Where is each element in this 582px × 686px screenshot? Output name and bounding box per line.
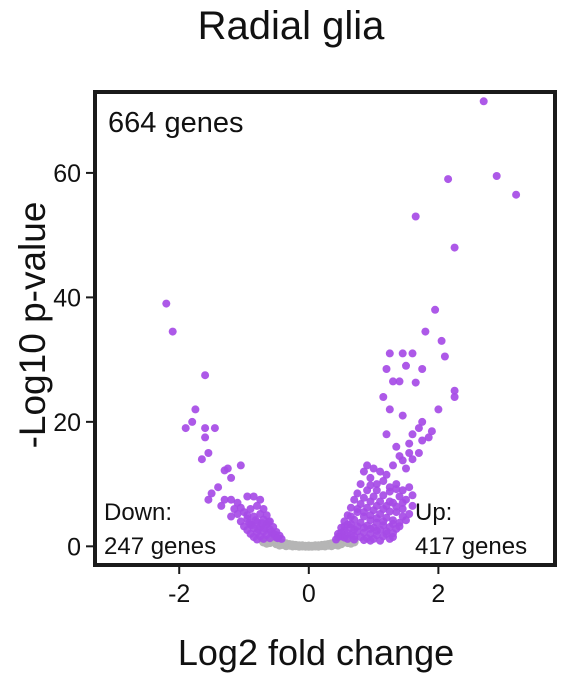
gene-point-up bbox=[392, 443, 400, 451]
gene-point-up bbox=[425, 433, 433, 441]
gene-point-up bbox=[399, 349, 407, 357]
gene-point-not-significant bbox=[314, 542, 323, 551]
gene-point-up bbox=[399, 412, 407, 420]
gene-point-up bbox=[421, 328, 429, 336]
gene-point-up bbox=[441, 353, 449, 361]
gene-point-up bbox=[383, 530, 391, 538]
gene-point-down bbox=[201, 371, 209, 379]
gene-point-up bbox=[389, 461, 397, 469]
gene-point-up bbox=[409, 455, 417, 463]
up-label: Up: bbox=[415, 499, 452, 526]
gene-point-up bbox=[383, 430, 391, 438]
gene-point-up bbox=[412, 213, 420, 221]
gene-point-down bbox=[243, 511, 251, 519]
gene-point-up bbox=[353, 505, 361, 513]
gene-point-up bbox=[409, 430, 417, 438]
gene-point-up bbox=[438, 337, 446, 345]
gene-point-up bbox=[405, 440, 413, 448]
gene-point-up bbox=[409, 349, 417, 357]
gene-point-up bbox=[399, 456, 407, 464]
gene-point-down bbox=[237, 461, 245, 469]
gene-point-down bbox=[182, 424, 190, 432]
gene-point-up bbox=[493, 172, 501, 180]
gene-point-up bbox=[386, 405, 394, 413]
gene-point-down bbox=[201, 433, 209, 441]
x-tick-label: -2 bbox=[168, 580, 190, 608]
gene-point-down bbox=[230, 505, 238, 513]
gene-point-up bbox=[383, 365, 391, 373]
gene-point-up bbox=[434, 405, 442, 413]
gene-point-up bbox=[379, 477, 387, 485]
gene-point-up bbox=[399, 513, 407, 521]
gene-point-up bbox=[412, 379, 420, 387]
y-tick-label: 60 bbox=[53, 160, 81, 188]
gene-point-up bbox=[373, 486, 381, 494]
gene-point-up bbox=[512, 191, 520, 199]
x-tick-label: 0 bbox=[302, 580, 316, 608]
gene-point-up bbox=[389, 520, 397, 528]
gene-point-up bbox=[376, 537, 384, 545]
gene-point-down bbox=[227, 513, 235, 521]
y-tick-label: 40 bbox=[53, 284, 81, 312]
gene-point-up bbox=[392, 485, 400, 493]
gene-point-down bbox=[211, 424, 219, 432]
gene-point-down bbox=[274, 534, 282, 542]
gene-point-down bbox=[217, 502, 225, 510]
gene-point-up bbox=[347, 513, 355, 521]
x-tick-label: 2 bbox=[431, 580, 445, 608]
gene-point-down bbox=[221, 466, 229, 474]
gene-point-up bbox=[451, 244, 459, 252]
gene-point-up bbox=[350, 536, 358, 544]
y-tick-label: 0 bbox=[67, 533, 81, 561]
gene-point-up bbox=[366, 537, 374, 545]
gene-point-up bbox=[402, 465, 410, 473]
gene-point-down bbox=[204, 449, 212, 457]
down-label: Down: bbox=[104, 499, 172, 526]
gene-point-down bbox=[204, 496, 212, 504]
gene-point-up bbox=[332, 536, 340, 544]
total-genes-annotation: 664 genes bbox=[108, 107, 243, 139]
gene-point-up bbox=[415, 424, 423, 432]
plot-frame bbox=[95, 92, 555, 565]
gene-point-down bbox=[162, 300, 170, 308]
gene-point-up bbox=[402, 362, 410, 370]
gene-point-down bbox=[188, 418, 196, 426]
gene-point-up bbox=[418, 365, 426, 373]
gene-point-not-significant bbox=[295, 542, 304, 551]
gene-point-up bbox=[386, 498, 394, 506]
gene-point-down bbox=[198, 455, 206, 463]
gene-point-up bbox=[389, 377, 397, 385]
gene-point-down bbox=[227, 474, 235, 482]
up-count: 417 genes bbox=[415, 533, 527, 560]
gene-point-up bbox=[444, 175, 452, 183]
points-layer bbox=[162, 97, 520, 551]
gene-point-up bbox=[357, 480, 365, 488]
gene-point-up bbox=[415, 449, 423, 457]
gene-point-up bbox=[431, 306, 439, 314]
gene-point-up bbox=[360, 494, 368, 502]
gene-point-up bbox=[379, 505, 387, 513]
gene-point-up bbox=[366, 474, 374, 482]
gene-point-down bbox=[245, 519, 253, 527]
gene-point-up bbox=[366, 481, 374, 489]
down-count: 247 genes bbox=[104, 533, 216, 560]
gene-point-up bbox=[386, 349, 394, 357]
gene-point-up bbox=[399, 499, 407, 507]
gene-point-down bbox=[253, 536, 261, 544]
gene-point-up bbox=[480, 97, 488, 105]
gene-point-down bbox=[201, 424, 209, 432]
gene-point-down bbox=[214, 483, 222, 491]
gene-point-down bbox=[169, 328, 177, 336]
gene-point-up bbox=[405, 483, 413, 491]
gene-point-up bbox=[451, 393, 459, 401]
gene-point-up bbox=[379, 393, 387, 401]
y-tick-label: 20 bbox=[53, 409, 81, 437]
gene-point-down bbox=[191, 405, 199, 413]
